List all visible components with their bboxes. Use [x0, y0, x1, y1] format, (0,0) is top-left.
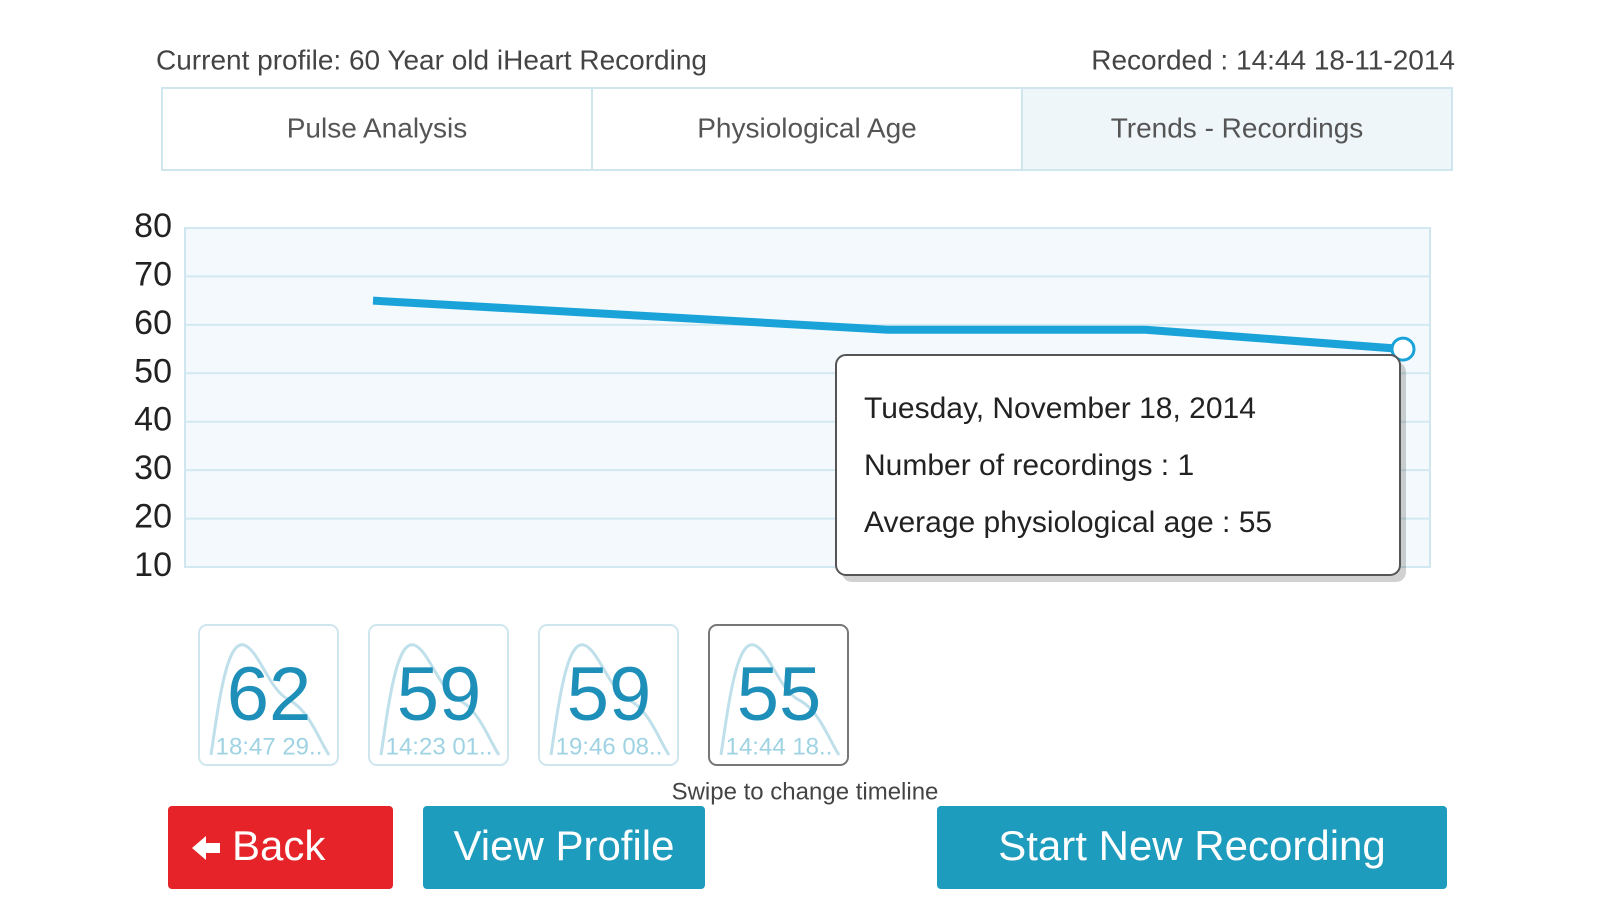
y-tick-label: 60 [134, 304, 172, 342]
thumbnail-value: 59 [397, 652, 482, 737]
y-tick-label: 20 [134, 498, 172, 536]
trend-line [372, 296, 1404, 354]
thumbnail-value: 62 [227, 652, 312, 737]
view-profile-label: View Profile [454, 822, 675, 869]
swipe-hint: Swipe to change timeline [672, 778, 939, 805]
thumbnail[interactable] [538, 624, 679, 766]
thumbnail[interactable] [368, 624, 509, 766]
start-recording-button[interactable]: Start New Recording [937, 806, 1447, 889]
recorded-label: Recorded : 14:44 18-11-2014 [1091, 44, 1455, 75]
tooltip-line: Number of recordings : 1 [864, 449, 1194, 482]
chart: 10 20 30 40 50 60 70 80 Tuesday, November 18, 20… [134, 207, 1431, 584]
y-tick-label: 70 [134, 255, 172, 293]
selected-point [1390, 336, 1416, 362]
tab[interactable] [591, 87, 1023, 171]
tooltip [835, 354, 1401, 576]
thumbnail-wave [209, 643, 331, 756]
tab-label: Physiological Age [697, 112, 916, 143]
thumbnail-time: 18:47 29.. [216, 733, 323, 760]
start-recording-bg [937, 806, 1447, 889]
tab-bar: Pulse Analysis Physiological Age Trends - … [161, 87, 1453, 171]
start-recording-label: Start New Recording [998, 822, 1386, 869]
back-button-bg [168, 806, 393, 889]
back-button-label: Back [232, 822, 326, 869]
y-tick-label: 50 [134, 352, 172, 390]
tooltip-line: Tuesday, November 18, 2014 [864, 392, 1256, 425]
thumbnail-time: 19:46 08.. [556, 733, 663, 760]
y-tick-label: 80 [134, 207, 172, 245]
view-profile-bg [423, 806, 705, 889]
profile-label: Current profile: 60 Year old iHeart Reco… [156, 44, 707, 75]
view-profile-button[interactable]: View Profile [423, 806, 705, 889]
thumbnail-time: 14:44 18.. [726, 733, 833, 760]
thumbnail-wave [379, 643, 501, 756]
thumbnail[interactable] [198, 624, 339, 766]
tab-label: Trends - Recordings [1111, 112, 1364, 143]
y-tick-label: 10 [134, 546, 172, 584]
thumbnail-value: 59 [567, 652, 652, 737]
back-button[interactable]: Back [168, 806, 393, 889]
thumbnail-wave [549, 643, 671, 756]
tab-label: Pulse Analysis [287, 112, 468, 143]
back-arrow-icon [192, 836, 220, 860]
tooltip-line: Average physiological age : 55 [864, 506, 1272, 539]
thumbnail-value: 55 [737, 652, 822, 737]
thumbnail-wave [719, 643, 841, 756]
y-tick-label: 30 [134, 449, 172, 487]
y-tick-label: 40 [134, 401, 172, 439]
tab[interactable] [1021, 87, 1453, 171]
thumbnail-time: 14:23 01.. [386, 733, 493, 760]
tab[interactable] [161, 87, 593, 171]
thumbnail[interactable] [708, 624, 849, 766]
